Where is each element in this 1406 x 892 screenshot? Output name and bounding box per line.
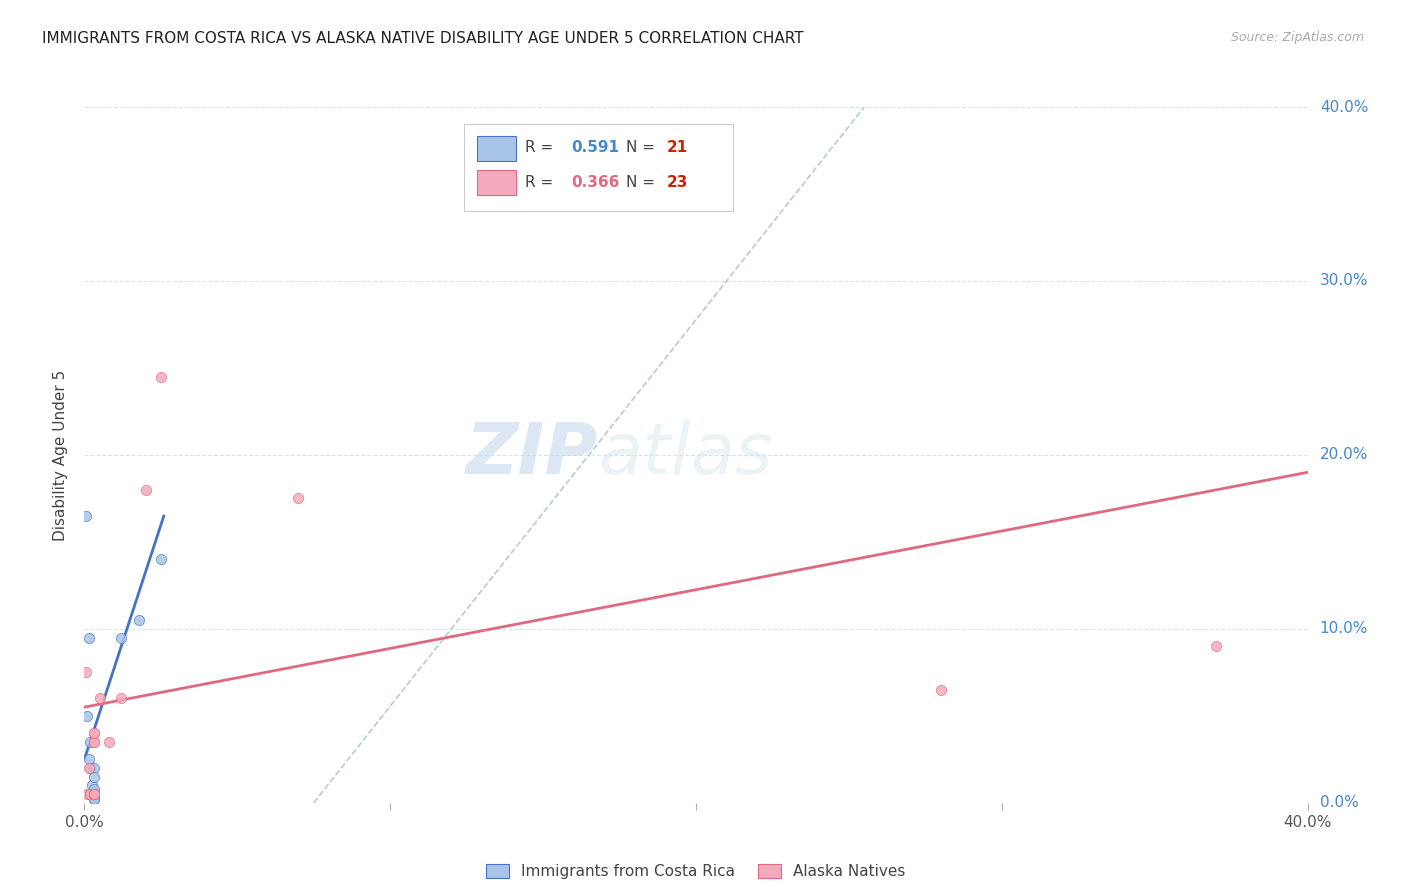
Text: ZIP: ZIP: [465, 420, 598, 490]
Point: [83, 787, 105, 801]
Point: [83, 761, 105, 775]
Point: [77, 761, 100, 775]
Point: [287, 491, 309, 506]
FancyBboxPatch shape: [464, 124, 733, 211]
Point: [83, 790, 105, 805]
Text: R =: R =: [524, 140, 558, 155]
Text: IMMIGRANTS FROM COSTA RICA VS ALASKA NATIVE DISABILITY AGE UNDER 5 CORRELATION C: IMMIGRANTS FROM COSTA RICA VS ALASKA NAT…: [42, 31, 804, 46]
Point: [79, 735, 101, 749]
Point: [83, 787, 105, 801]
FancyBboxPatch shape: [477, 170, 516, 195]
Point: [110, 631, 132, 645]
Point: [75, 508, 97, 523]
Point: [83, 787, 105, 801]
FancyBboxPatch shape: [477, 136, 516, 161]
Text: 0.0%: 0.0%: [1320, 796, 1358, 810]
Point: [97, 735, 120, 749]
Text: R =: R =: [524, 175, 558, 190]
Text: N =: N =: [626, 140, 661, 155]
Point: [83, 787, 105, 801]
Point: [75, 665, 97, 680]
Text: Source: ZipAtlas.com: Source: ZipAtlas.com: [1230, 31, 1364, 45]
Point: [83, 790, 105, 805]
Y-axis label: Disability Age Under 5: Disability Age Under 5: [53, 369, 69, 541]
Point: [80, 778, 103, 792]
Legend: Immigrants from Costa Rica, Alaska Natives: Immigrants from Costa Rica, Alaska Nativ…: [479, 858, 912, 886]
Point: [135, 483, 157, 497]
Point: [76, 708, 98, 723]
Point: [77, 631, 100, 645]
Text: 23: 23: [666, 175, 688, 190]
Point: [79, 787, 101, 801]
Point: [83, 726, 105, 740]
Point: [149, 369, 172, 384]
Text: 30.0%: 30.0%: [1320, 274, 1368, 288]
Point: [83, 735, 105, 749]
Point: [79, 761, 101, 775]
Text: N =: N =: [626, 175, 661, 190]
Point: [929, 682, 952, 697]
Point: [83, 787, 105, 801]
Text: 20.0%: 20.0%: [1320, 448, 1368, 462]
Point: [83, 770, 105, 784]
Point: [1205, 639, 1227, 653]
Point: [76, 787, 98, 801]
Point: [83, 792, 105, 806]
Point: [83, 787, 105, 801]
Text: 0.591: 0.591: [571, 140, 619, 155]
Point: [149, 552, 172, 566]
Point: [83, 787, 105, 801]
Text: 10.0%: 10.0%: [1320, 622, 1368, 636]
Point: [79, 787, 101, 801]
Point: [83, 726, 105, 740]
Point: [83, 735, 105, 749]
Text: atlas: atlas: [598, 420, 773, 490]
Text: 21: 21: [666, 140, 688, 155]
Text: 0.366: 0.366: [571, 175, 620, 190]
Text: 40.0%: 40.0%: [1320, 100, 1368, 114]
Point: [83, 792, 105, 806]
Point: [128, 613, 150, 627]
Point: [110, 691, 132, 706]
Point: [83, 781, 105, 796]
Point: [89, 691, 111, 706]
Point: [83, 787, 105, 801]
Point: [83, 787, 105, 801]
Point: [79, 787, 101, 801]
Point: [77, 752, 100, 766]
